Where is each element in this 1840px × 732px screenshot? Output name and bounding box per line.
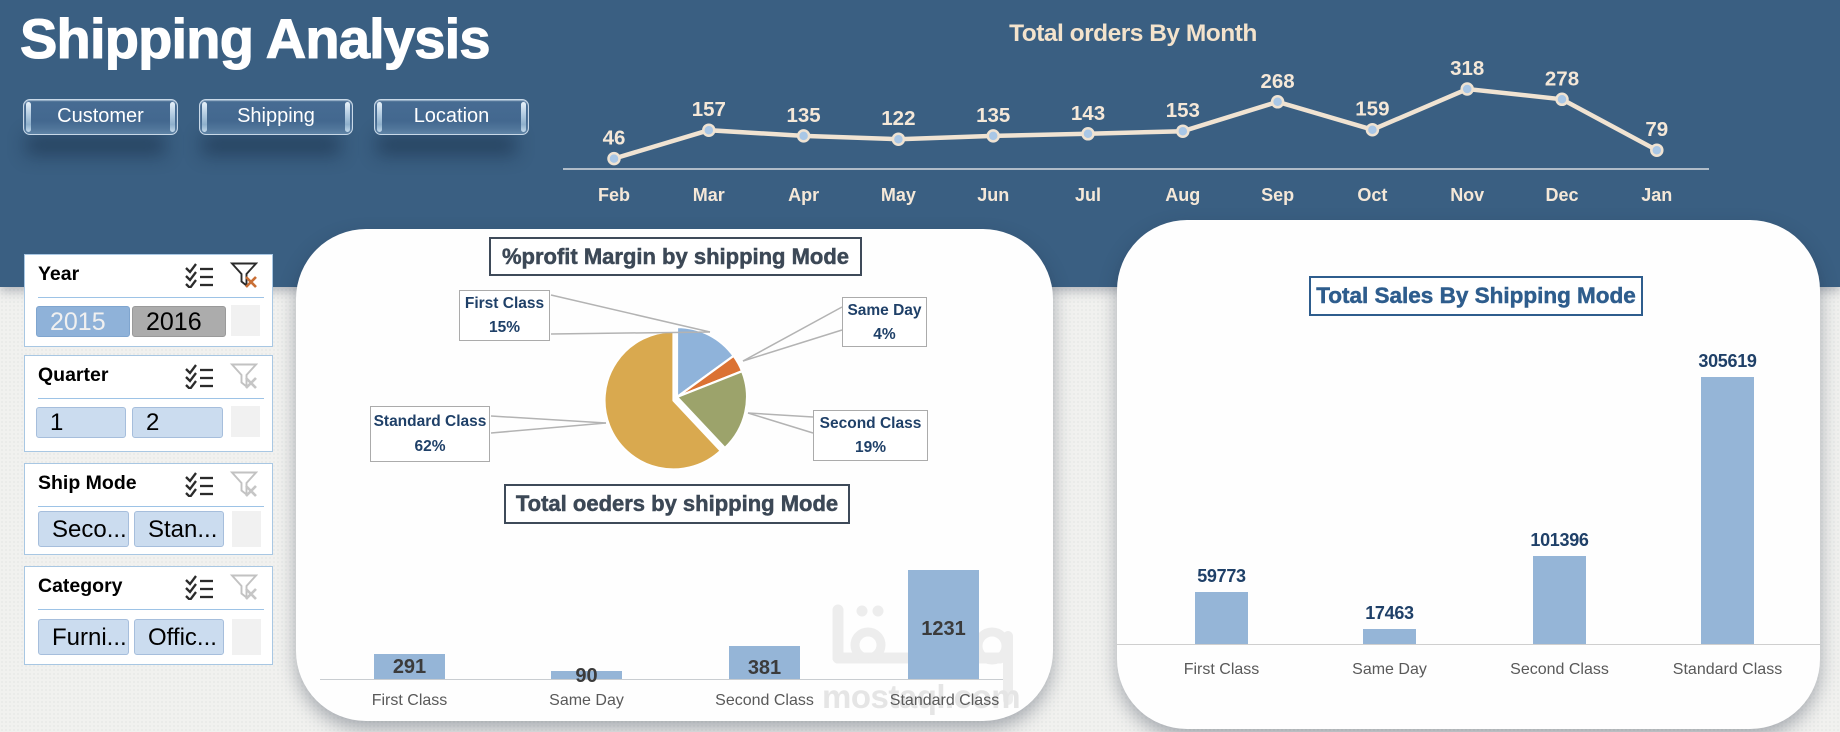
svg-text:79: 79 [1645, 118, 1668, 141]
svg-text:May: May [881, 185, 916, 205]
svg-text:mostaql.com: mostaql.com [822, 678, 1020, 715]
svg-text:153: 153 [1166, 99, 1200, 122]
svg-text:Aug: Aug [1165, 185, 1200, 205]
svg-text:Mar: Mar [693, 185, 725, 205]
svg-text:Oct: Oct [1357, 185, 1387, 205]
svg-text:318: 318 [1450, 57, 1484, 80]
svg-text:46: 46 [603, 127, 626, 150]
svg-text:Total orders By Month: Total orders By Month [1009, 20, 1257, 47]
svg-text:Nov: Nov [1450, 185, 1484, 205]
svg-text:122: 122 [881, 107, 915, 130]
svg-text:Apr: Apr [788, 185, 819, 205]
svg-text:268: 268 [1260, 70, 1294, 93]
svg-text:135: 135 [786, 104, 820, 127]
svg-text:157: 157 [692, 98, 726, 121]
svg-text:Sep: Sep [1261, 185, 1294, 205]
svg-text:Feb: Feb [598, 185, 630, 205]
svg-text:135: 135 [976, 104, 1010, 127]
svg-text:Jul: Jul [1075, 185, 1101, 205]
svg-text:Jun: Jun [977, 185, 1009, 205]
svg-text:143: 143 [1071, 102, 1105, 125]
svg-text:278: 278 [1545, 67, 1579, 90]
svg-text:Jan: Jan [1641, 185, 1672, 205]
svg-text:159: 159 [1355, 98, 1389, 121]
svg-text:Dec: Dec [1545, 185, 1578, 205]
